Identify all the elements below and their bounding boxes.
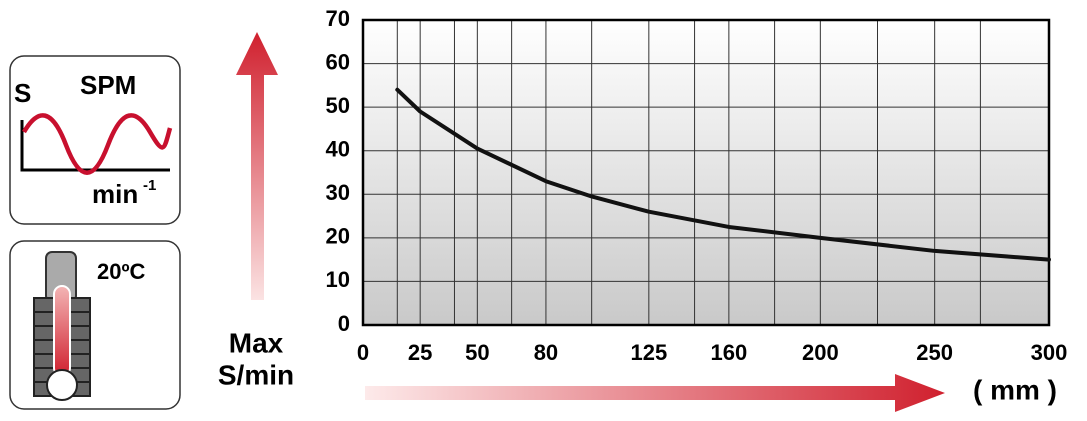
- x-tick-label: 0: [357, 340, 369, 365]
- y-tick-label: 50: [326, 93, 350, 118]
- x-label: ( mm ): [973, 374, 1057, 405]
- y-label: Max: [229, 327, 284, 358]
- icon-text: S: [14, 78, 31, 108]
- y-arrow: [236, 32, 278, 300]
- x-tick-label: 50: [465, 340, 489, 365]
- wave: [22, 113, 173, 175]
- y-tick-label: 40: [326, 137, 350, 162]
- x-tick-label: 125: [630, 340, 667, 365]
- x-tick-label: 300: [1031, 340, 1068, 365]
- bulb: [46, 369, 78, 401]
- y-label: S/min: [218, 359, 294, 390]
- icon-text: -1: [143, 177, 156, 194]
- x-tick-label: 160: [711, 340, 748, 365]
- icon-axes: [20, 120, 170, 172]
- y-tick-label: 0: [338, 311, 350, 336]
- y-tick-label: 30: [326, 180, 350, 205]
- y-tick-label: 10: [326, 267, 350, 292]
- x-tick-label: 200: [802, 340, 839, 365]
- x-tick-label: 250: [916, 340, 953, 365]
- y-tick-label: 20: [326, 224, 350, 249]
- thermometer: [53, 285, 71, 377]
- plot-border: [361, 18, 1051, 327]
- icon-text: SPM: [80, 70, 136, 100]
- x-tick-label: 25: [408, 340, 432, 365]
- icon-text: min: [92, 179, 138, 209]
- y-tick-label: 70: [326, 6, 350, 31]
- icon-text: 20ºC: [97, 259, 146, 284]
- plot-area: [363, 20, 1049, 325]
- x-arrow: [365, 374, 945, 412]
- icon-frame: [9, 55, 181, 225]
- x-tick-label: 80: [534, 340, 558, 365]
- y-tick-label: 60: [326, 49, 350, 74]
- line: [395, 87, 1051, 262]
